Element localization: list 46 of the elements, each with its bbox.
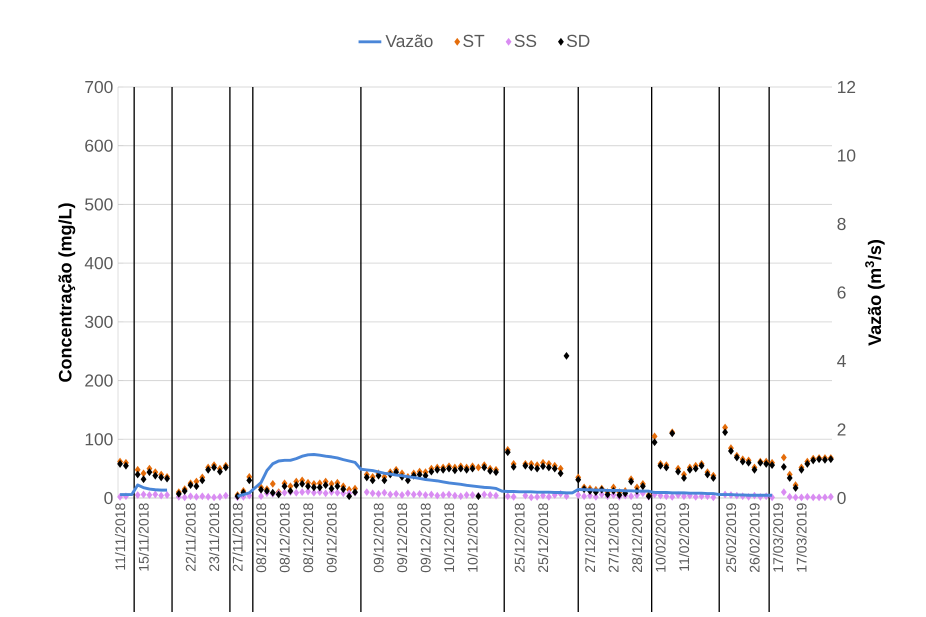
- y2-tick-label: 2: [838, 423, 846, 436]
- y-tick-label: 0: [104, 492, 113, 504]
- y-axis-title: Concentração (mg/L): [58, 203, 76, 382]
- x-tick-label: 25/02/2019: [726, 503, 736, 572]
- legend-label: Vazão: [386, 34, 433, 48]
- y2-tick-label: 12: [838, 80, 856, 94]
- legend-label: SS: [514, 34, 536, 47]
- x-tick-label: 09/12/2018: [420, 503, 431, 572]
- x-tick-label: 27/12/2018: [584, 503, 596, 572]
- x-tick-label: 28/12/2018: [632, 503, 642, 572]
- x-tick-label: 27/12/2018: [608, 503, 619, 572]
- x-tick-label: 27/11/2018: [232, 503, 243, 572]
- y2-tick-label: 8: [837, 218, 846, 230]
- x-tick-label: 25/12/2018: [538, 503, 548, 572]
- x-tick-label: 08/12/2018: [302, 503, 314, 572]
- x-tick-label: 11/02/2019: [678, 503, 690, 571]
- x-tick-label: 09/12/2018: [373, 503, 384, 572]
- x-tick-label: 10/12/2018: [467, 503, 478, 572]
- y-tick-label: 100: [86, 433, 113, 446]
- legend-label: ST: [463, 34, 484, 47]
- x-tick-label: 10/12/2018: [444, 503, 454, 572]
- x-tick-label: 17/03/2019: [772, 503, 784, 572]
- x-tick-label: 25/12/2018: [514, 503, 525, 572]
- x-tick-label: 15/11/2018: [138, 503, 149, 571]
- y-tick-label: 600: [85, 140, 113, 152]
- y-tick-label: 500: [85, 198, 113, 211]
- x-tick-label: 17/03/2019: [796, 503, 807, 572]
- y2-axis-title: Vazão (m$^{3}$/s): [865, 240, 885, 346]
- x-tick-label: 08/12/2018: [256, 503, 266, 572]
- x-tick-label: 08/12/2018: [279, 503, 290, 572]
- y-tick-label: 700: [85, 80, 113, 94]
- y2-tick-label: 6: [838, 286, 846, 299]
- x-tick-label: 09/12/2018: [396, 503, 408, 572]
- x-tick-label: 23/11/2018: [208, 503, 220, 572]
- y-tick-label: 200: [85, 374, 113, 387]
- x-tick-label: 22/11/2018: [185, 503, 196, 572]
- y2-tick-label: 10: [838, 149, 856, 162]
- x-tick-label: 11/11/2018: [114, 503, 126, 570]
- y-tick-label: 400: [84, 256, 113, 270]
- x-tick-label: 26/02/2019: [749, 503, 760, 572]
- y2-tick-label: 4: [837, 355, 846, 367]
- y2-tick-label: 0: [837, 492, 846, 504]
- legend-label: SD: [566, 34, 590, 47]
- x-tick-label: 09/12/2018: [326, 503, 337, 572]
- x-tick-label: 10/02/2019: [655, 503, 666, 572]
- y-tick-label: 300: [85, 316, 113, 328]
